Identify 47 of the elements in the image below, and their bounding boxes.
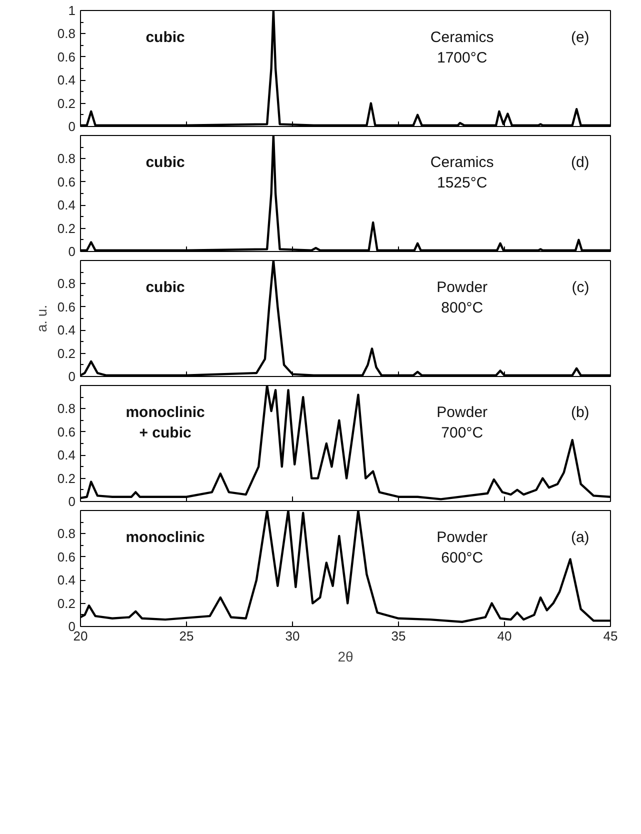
- annotation: (e): [570, 29, 590, 46]
- y-tick-label: 0: [68, 244, 76, 259]
- y-tick-label: 0.2: [57, 470, 76, 486]
- y-tick-label: 0.8: [57, 401, 76, 416]
- annotation: cubic: [146, 279, 185, 296]
- annotation: monoclinic: [126, 529, 205, 546]
- annotation: Ceramics 1525°C: [430, 154, 494, 192]
- y-tick-label: 0.6: [57, 174, 76, 190]
- y-tick-label: 0.2: [57, 96, 76, 111]
- y-tick-label: 0.4: [57, 198, 76, 213]
- x-tick-label: 30: [285, 628, 300, 644]
- y-tick-label: 0.6: [57, 424, 76, 440]
- y-tick-label: 0.4: [57, 572, 76, 588]
- y-tick-label: 0.8: [57, 526, 76, 542]
- y-tick-label: 0.8: [57, 26, 76, 42]
- annotation: Ceramics 1700°C: [430, 29, 494, 66]
- y-tick-label: 0: [68, 369, 76, 384]
- annotation: (d): [570, 154, 590, 172]
- x-tick-label: 25: [179, 628, 194, 644]
- annotation: (b): [570, 404, 590, 422]
- x-tick-label: 40: [497, 628, 512, 644]
- y-tick-label: 0.8: [57, 151, 76, 166]
- y-tick-label: 0.2: [57, 220, 76, 236]
- annotation: (a): [570, 529, 590, 546]
- y-tick-label: 0.4: [57, 448, 76, 463]
- annotation: cubic: [146, 29, 185, 46]
- annotation: cubic: [146, 154, 185, 172]
- annotation: Powder 700°C: [436, 404, 488, 442]
- y-tick-label: 0.8: [57, 276, 76, 292]
- y-tick-label: 0.6: [57, 549, 76, 564]
- y-tick-label: 0.4: [57, 322, 76, 338]
- annotation: Powder 800°C: [436, 279, 488, 316]
- y-axis-title: a. u.: [33, 304, 50, 332]
- annotation: monoclinic + cubic: [126, 404, 205, 442]
- annotation: Powder 600°C: [436, 529, 488, 566]
- y-tick-label: 0.2: [57, 596, 76, 611]
- x-tick-label: 45: [603, 628, 618, 644]
- annotation: (c): [572, 279, 590, 296]
- y-tick-label: 0.2: [57, 346, 76, 361]
- x-axis-title: 2θ: [338, 648, 354, 664]
- y-tick-label: 0.4: [57, 72, 76, 88]
- y-tick-label: 0.6: [57, 49, 76, 64]
- y-tick-label: 0: [68, 494, 76, 509]
- y-tick-label: 0: [68, 119, 76, 134]
- x-tick-label: 35: [391, 628, 406, 644]
- y-tick-label: 1: [68, 3, 76, 18]
- y-tick-label: 0.6: [57, 299, 76, 314]
